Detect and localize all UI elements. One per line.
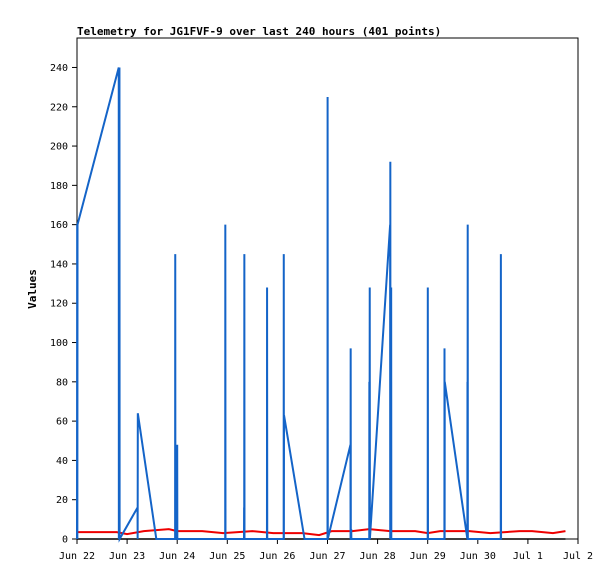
y-tick-label: 60 — [56, 417, 68, 428]
y-tick-label: 0 — [62, 535, 68, 546]
x-tick-label: Jun 22 — [59, 551, 95, 562]
y-tick-label: 140 — [50, 259, 68, 270]
y-tick-label: 120 — [50, 299, 68, 310]
y-tick-label: 160 — [50, 220, 68, 231]
series-line-blue — [76, 67, 503, 543]
x-axis: Jun 22 Jun 23 Jun 24 Jun 25 Jun 26 Jun 27 Jun … — [59, 539, 593, 562]
x-tick-label: Jun 30 — [460, 551, 496, 562]
x-tick-label: Jun 25 — [209, 551, 245, 562]
chart-title: Telemetry for JG1FVF-9 over last 240 hou… — [77, 25, 441, 38]
y-tick-label: 240 — [50, 63, 68, 74]
x-tick-label: Jul 1 — [513, 551, 543, 562]
y-tick-label: 200 — [50, 142, 68, 153]
x-tick-label: Jun 24 — [159, 551, 195, 562]
x-tick-label: Jul 2 — [563, 551, 593, 562]
series-line-red — [77, 528, 566, 537]
y-tick-label: 20 — [56, 495, 68, 506]
y-tick-label: 220 — [50, 102, 68, 113]
y-axis-label: Values — [26, 269, 39, 309]
x-tick-label: Jun 23 — [109, 551, 145, 562]
x-tick-label: Jun 27 — [309, 551, 345, 562]
x-tick-label: Jun 26 — [259, 551, 295, 562]
y-tick-label: 40 — [56, 456, 68, 467]
y-axis: 0 20 40 60 80 100 120 140 160 180 200 220 240 — [50, 63, 77, 546]
x-tick-label: Jun 29 — [410, 551, 446, 562]
y-tick-label: 100 — [50, 338, 68, 349]
y-tick-label: 80 — [56, 377, 68, 388]
series-layer — [76, 67, 566, 543]
y-tick-label: 180 — [50, 181, 68, 192]
x-tick-label: Jun 28 — [360, 551, 396, 562]
